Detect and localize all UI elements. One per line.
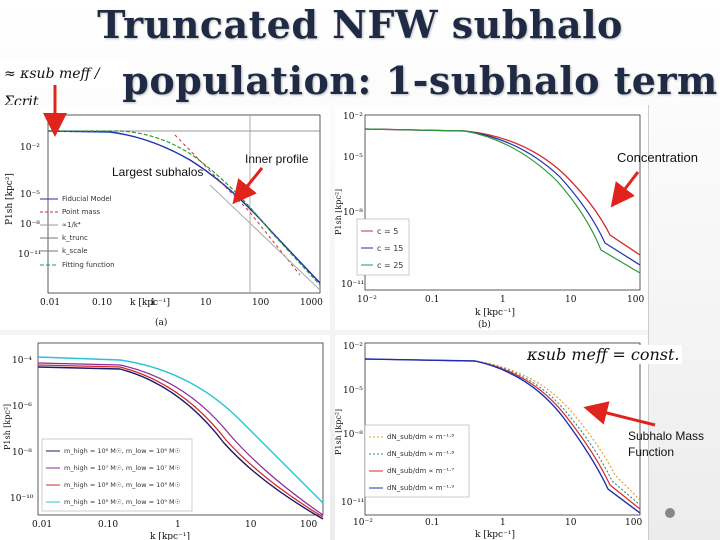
annotation-mass-function-line1: Subhalo Mass — [628, 429, 705, 443]
panel-a-ytick: 10⁻⁵ — [20, 190, 40, 200]
panel-c-plot: 0.01 0.10 1 10 100 10⁻⁴ 10⁻⁶ 10⁻⁸ 10⁻¹⁰ … — [3, 342, 324, 540]
panel-d-legend: dN_sub/dm ∝ m⁻¹·⁸ dN_sub/dm ∝ m⁻¹·⁸ dN_s… — [364, 424, 470, 498]
panel-a-legend-item: Fitting function — [62, 261, 115, 269]
panel-c-xtick: 10 — [245, 520, 257, 530]
panel-c-legend-item: m_high = 10⁸ M☉, m_low = 10⁸ M☉ — [64, 481, 181, 489]
panel-b-xtick: 0.1 — [425, 295, 439, 305]
panel-d-xtick: 0.1 — [425, 518, 439, 528]
panel-d-legend-item: dN_sub/dm ∝ m⁻¹·⁸ — [387, 450, 454, 458]
panel-a-xtick: 0.10 — [92, 298, 112, 308]
panel-b-xtick: 100 — [627, 295, 644, 305]
panel-b-legend-item: c = 15 — [377, 244, 403, 253]
panel-d-xtick: 10 — [565, 518, 577, 528]
panel-d-legend-item: dN_sub/dm ∝ m⁻¹·⁷ — [387, 467, 454, 475]
panel-d-ytick: 10⁻² — [343, 342, 363, 352]
panel-d-ytick: 10⁻⁸ — [343, 430, 363, 440]
panel-c-legend-item: m_high = 10⁷ M☉, m_low = 10⁷ M☉ — [64, 464, 181, 472]
panel-d-xtick: 10⁻² — [353, 518, 373, 528]
panel-a: 0.01 0.10 1 10 100 1000 10⁻² 10⁻⁵ 10⁻⁸ 1… — [0, 105, 330, 330]
annotation-inner-profile: Inner profile — [245, 152, 309, 166]
panel-b-ytick: 10⁻⁸ — [343, 208, 363, 218]
panel-c-ylabel: P1sh [kpc²] — [3, 404, 12, 450]
panel-d-plot: 10⁻² 0.1 1 10 100 10⁻² 10⁻⁵ 10⁻⁸ 10⁻¹¹ k… — [335, 342, 642, 540]
panel-a-legend-item: Point mass — [62, 208, 100, 216]
panel-d-ytick: 10⁻⁵ — [343, 386, 363, 396]
panel-d-xtick: 1 — [500, 518, 506, 528]
panel-b-legend: c = 5 c = 15 c = 25 — [356, 218, 410, 276]
formula-right: κsub meff = const. — [525, 345, 682, 364]
panel-a-ytick: 10⁻² — [20, 143, 40, 153]
panel-c-ytick: 10⁻⁴ — [12, 356, 32, 366]
panel-c-xtick: 0.01 — [32, 520, 52, 530]
panel-b-xtick: 10 — [565, 295, 577, 305]
panel-b-legend-item: c = 25 — [377, 261, 403, 270]
panel-d-ytick: 10⁻¹¹ — [341, 498, 364, 508]
slide-bullet-dot — [665, 508, 675, 518]
panel-b-xtick: 1 — [500, 295, 506, 305]
panel-b: 10⁻² 0.1 1 10 100 10⁻² 10⁻⁵ 10⁻⁸ 10⁻¹¹ k… — [335, 105, 648, 330]
panel-b-xlabel: k [kpc⁻¹] — [475, 308, 515, 318]
panel-d-xlabel: k [kpc⁻¹] — [475, 530, 515, 540]
panel-a-xtick: 1 — [150, 298, 156, 308]
panel-d-xtick: 100 — [625, 518, 642, 528]
panel-a-plot: 0.01 0.10 1 10 100 1000 10⁻² 10⁻⁵ 10⁻⁸ 1… — [5, 114, 323, 328]
panel-d-legend-item: dN_sub/dm ∝ m⁻¹·⁹ — [387, 484, 454, 492]
panel-c-xtick: 0.10 — [98, 520, 118, 530]
panel-b-ylabel: P1sh [kpc²] — [335, 189, 343, 235]
panel-b-ytick: 10⁻⁵ — [343, 153, 363, 163]
panel-a-xtick: 100 — [252, 298, 269, 308]
panel-c-xtick: 1 — [175, 520, 181, 530]
panel-a-ylabel: P1sh [kpc²] — [5, 173, 15, 225]
panel-c-ytick: 10⁻¹⁰ — [10, 494, 34, 504]
panel-b-legend-item: c = 5 — [377, 227, 398, 236]
panel-d: 10⁻² 0.1 1 10 100 10⁻² 10⁻⁵ 10⁻⁸ 10⁻¹¹ k… — [335, 335, 648, 540]
panel-a-legend-item: Fiducial Model — [62, 195, 112, 203]
annotation-mass-function-line2: Function — [628, 445, 675, 459]
slide-divider — [648, 105, 649, 540]
panel-a-xtick: 1000 — [300, 298, 323, 308]
panel-a-legend-item: k_scale — [62, 247, 88, 255]
panel-a-ytick: 10⁻⁸ — [20, 220, 40, 230]
annotation-concentration: Concentration — [617, 150, 698, 165]
panel-a-label: (a) — [155, 317, 167, 328]
panel-b-ytick: 10⁻¹¹ — [341, 280, 364, 290]
panel-b-plot: 10⁻² 0.1 1 10 100 10⁻² 10⁻⁵ 10⁻⁸ 10⁻¹¹ k… — [335, 112, 644, 330]
panel-c-legend-item: m_high = 10⁹ M☉, m_low = 10⁹ M☉ — [64, 498, 181, 506]
panel-a-xtick: 0.01 — [40, 298, 60, 308]
panel-c-legend-item: m_high = 10⁶ M☉, m_low = 10⁶ M☉ — [64, 447, 181, 455]
slide-title-line2: population: 1-subhalo term — [122, 58, 718, 103]
panel-c-ytick: 10⁻⁶ — [12, 402, 32, 412]
panel-b-ytick: 10⁻² — [343, 112, 363, 122]
panel-c-ytick: 10⁻⁸ — [12, 448, 32, 458]
panel-a-xlabel: k [kpc⁻¹] — [130, 298, 170, 308]
formula-left: ≈ κsub meff / Σcrit — [0, 60, 129, 110]
slide-title-line1: Truncated NFW subhalo — [97, 2, 623, 47]
panel-a-legend: Fiducial Model Point mass ∝1/k⁴ k_trunc … — [40, 195, 115, 269]
panel-a-legend-item: ∝1/k⁴ — [62, 221, 81, 229]
panel-d-legend-item: dN_sub/dm ∝ m⁻¹·⁸ — [387, 433, 454, 441]
panel-c-legend: m_high = 10⁶ M☉, m_low = 10⁶ M☉ m_high =… — [41, 438, 193, 512]
panel-a-ytick: 10⁻¹¹ — [18, 250, 41, 260]
annotation-mass-function: Subhalo Mass Function — [628, 428, 704, 460]
panel-c: 0.01 0.10 1 10 100 10⁻⁴ 10⁻⁶ 10⁻⁸ 10⁻¹⁰ … — [0, 335, 330, 540]
panel-b-xtick: 10⁻² — [357, 295, 377, 305]
panel-c-xtick: 100 — [300, 520, 317, 530]
panel-a-legend-item: k_trunc — [62, 234, 88, 242]
panel-d-ylabel: P1sh [kpc²] — [335, 409, 343, 455]
panel-c-xlabel: k [kpc⁻¹] — [150, 532, 190, 540]
panel-a-xtick: 10 — [200, 298, 212, 308]
annotation-largest-subhalos: Largest subhalos — [112, 165, 204, 179]
panel-b-label: (b) — [478, 319, 491, 330]
